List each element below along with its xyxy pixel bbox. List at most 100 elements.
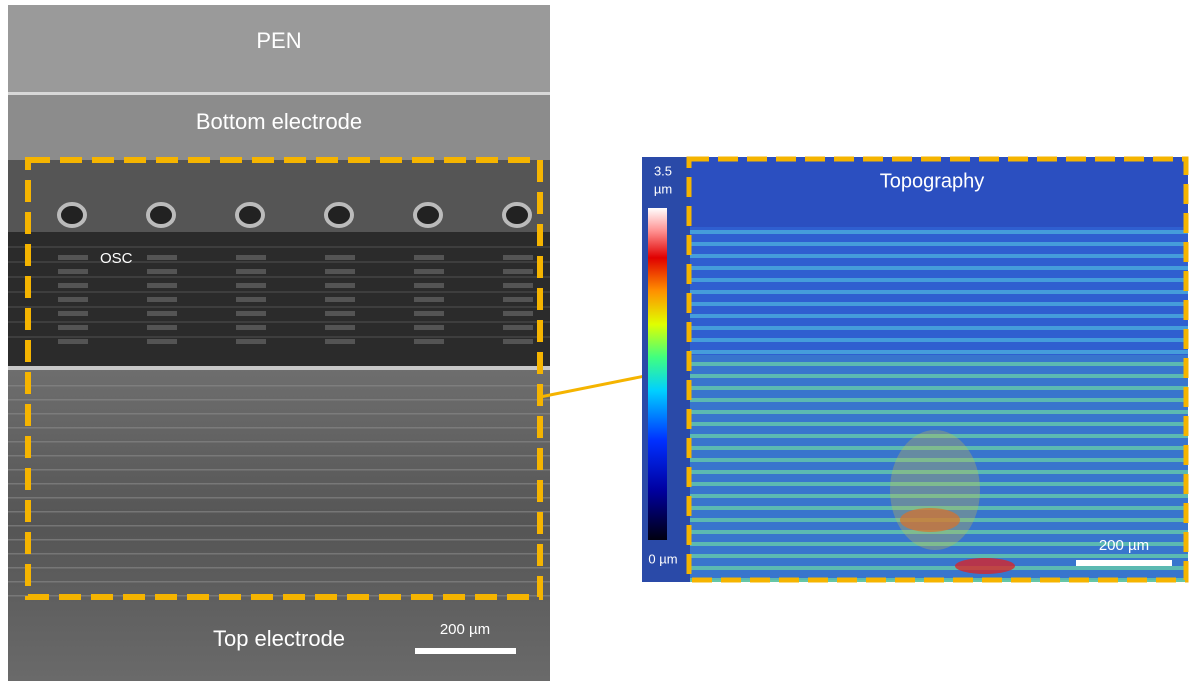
sem-image: PEN Bottom electrode OSC Top electrode 2… bbox=[8, 5, 550, 681]
colorbar-max: 3.5 bbox=[654, 163, 672, 178]
pixel-stripe bbox=[236, 297, 266, 302]
scale-bar bbox=[415, 648, 516, 654]
pixel-stripe bbox=[325, 311, 355, 316]
pixel-stripe bbox=[236, 325, 266, 330]
pixel-stripe bbox=[503, 297, 533, 302]
pixel-stripe bbox=[414, 255, 444, 260]
osc-line bbox=[8, 306, 550, 308]
osc-line bbox=[8, 276, 550, 278]
pixel-stripe bbox=[147, 325, 177, 330]
electrode-line bbox=[8, 497, 550, 499]
figure: PEN Bottom electrode OSC Top electrode 2… bbox=[0, 0, 1189, 681]
topo-stripe bbox=[690, 326, 1188, 330]
pixel-stripe bbox=[325, 297, 355, 302]
pixel-stripe bbox=[503, 255, 533, 260]
label: OSC bbox=[100, 250, 133, 267]
pixel-stripe bbox=[58, 325, 88, 330]
electrode-line bbox=[8, 427, 550, 429]
pixel-stripe bbox=[414, 339, 444, 344]
label: Bottom electrode bbox=[196, 109, 362, 134]
interface-line bbox=[8, 366, 550, 370]
pixel-stripe bbox=[58, 311, 88, 316]
pixel-stripe bbox=[147, 311, 177, 316]
topo-stripe bbox=[690, 290, 1188, 294]
pixel-stripe bbox=[503, 269, 533, 274]
pixel-stripe bbox=[58, 269, 88, 274]
topo-stripe bbox=[690, 278, 1188, 282]
topo-stripe bbox=[690, 302, 1188, 306]
pixel-stripe bbox=[503, 283, 533, 288]
topo-stripe bbox=[690, 230, 1188, 234]
topo-stripe bbox=[690, 350, 1188, 354]
pixel-stripe bbox=[503, 311, 533, 316]
page: {"left_panel": {"top_label": "PEN", "bot… bbox=[0, 0, 1189, 681]
topo-stripe bbox=[690, 242, 1188, 246]
pixel-stripe bbox=[58, 339, 88, 344]
electrode-line bbox=[8, 581, 550, 583]
electrode-ring bbox=[148, 204, 174, 226]
pixel-stripe bbox=[236, 311, 266, 316]
osc-top-band bbox=[8, 160, 550, 232]
warm-area bbox=[890, 430, 980, 550]
scale-bar bbox=[1076, 560, 1172, 566]
pixel-stripe bbox=[236, 283, 266, 288]
colorbar bbox=[648, 208, 667, 540]
pixel-stripe bbox=[58, 297, 88, 302]
electrode-ring bbox=[59, 204, 85, 226]
pixel-stripe bbox=[325, 339, 355, 344]
hot-spot bbox=[955, 558, 1015, 574]
electrode-ring bbox=[326, 204, 352, 226]
pixel-stripe bbox=[325, 255, 355, 260]
electrode-line bbox=[8, 399, 550, 401]
electrode-line bbox=[8, 511, 550, 513]
electrode-line bbox=[8, 483, 550, 485]
osc-line bbox=[8, 321, 550, 323]
pixel-stripe bbox=[414, 269, 444, 274]
map-title: Topography bbox=[880, 170, 985, 192]
texture bbox=[690, 157, 1188, 582]
electrode-line bbox=[8, 413, 550, 415]
pixel-stripe bbox=[325, 269, 355, 274]
pixel-stripe bbox=[58, 255, 88, 260]
pixel-stripe bbox=[147, 297, 177, 302]
pixel-stripe bbox=[325, 325, 355, 330]
label: PEN bbox=[256, 28, 301, 53]
osc-line bbox=[8, 261, 550, 263]
pixel-stripe bbox=[58, 283, 88, 288]
electrode-ring bbox=[504, 204, 530, 226]
colorbar-min: 0 µm bbox=[648, 551, 677, 566]
pixel-stripe bbox=[147, 283, 177, 288]
topo-stripe bbox=[690, 266, 1188, 270]
osc-line bbox=[8, 246, 550, 248]
electrode-line bbox=[8, 553, 550, 555]
topography-map: Topography 3.5 µm 0 µm 200 µm bbox=[642, 157, 1188, 582]
scale-bar-label: 200 µm bbox=[1099, 537, 1149, 554]
pixel-stripe bbox=[414, 283, 444, 288]
electrode-ring bbox=[415, 204, 441, 226]
electrode-line bbox=[8, 539, 550, 541]
pixel-stripe bbox=[147, 255, 177, 260]
electrode-line bbox=[8, 525, 550, 527]
pixel-stripe bbox=[236, 269, 266, 274]
electrode-line bbox=[8, 469, 550, 471]
pixel-stripe bbox=[147, 339, 177, 344]
colorbar-max-unit: µm bbox=[654, 181, 672, 196]
pixel-stripe bbox=[325, 283, 355, 288]
label: Top electrode bbox=[213, 626, 345, 651]
pixel-stripe bbox=[236, 255, 266, 260]
pixel-stripe bbox=[414, 311, 444, 316]
electrode-line bbox=[8, 385, 550, 387]
pixel-stripe bbox=[414, 297, 444, 302]
pixel-stripe bbox=[236, 339, 266, 344]
electrode-line bbox=[8, 595, 550, 597]
topo-stripe bbox=[690, 314, 1188, 318]
pixel-stripe bbox=[147, 269, 177, 274]
topo-stripe bbox=[690, 254, 1188, 258]
electrode-ring bbox=[237, 204, 263, 226]
electrode-line bbox=[8, 567, 550, 569]
pixel-stripe bbox=[414, 325, 444, 330]
interface-line bbox=[8, 92, 550, 95]
osc-line bbox=[8, 291, 550, 293]
pixel-stripe bbox=[503, 339, 533, 344]
topo-stripe bbox=[690, 338, 1188, 342]
